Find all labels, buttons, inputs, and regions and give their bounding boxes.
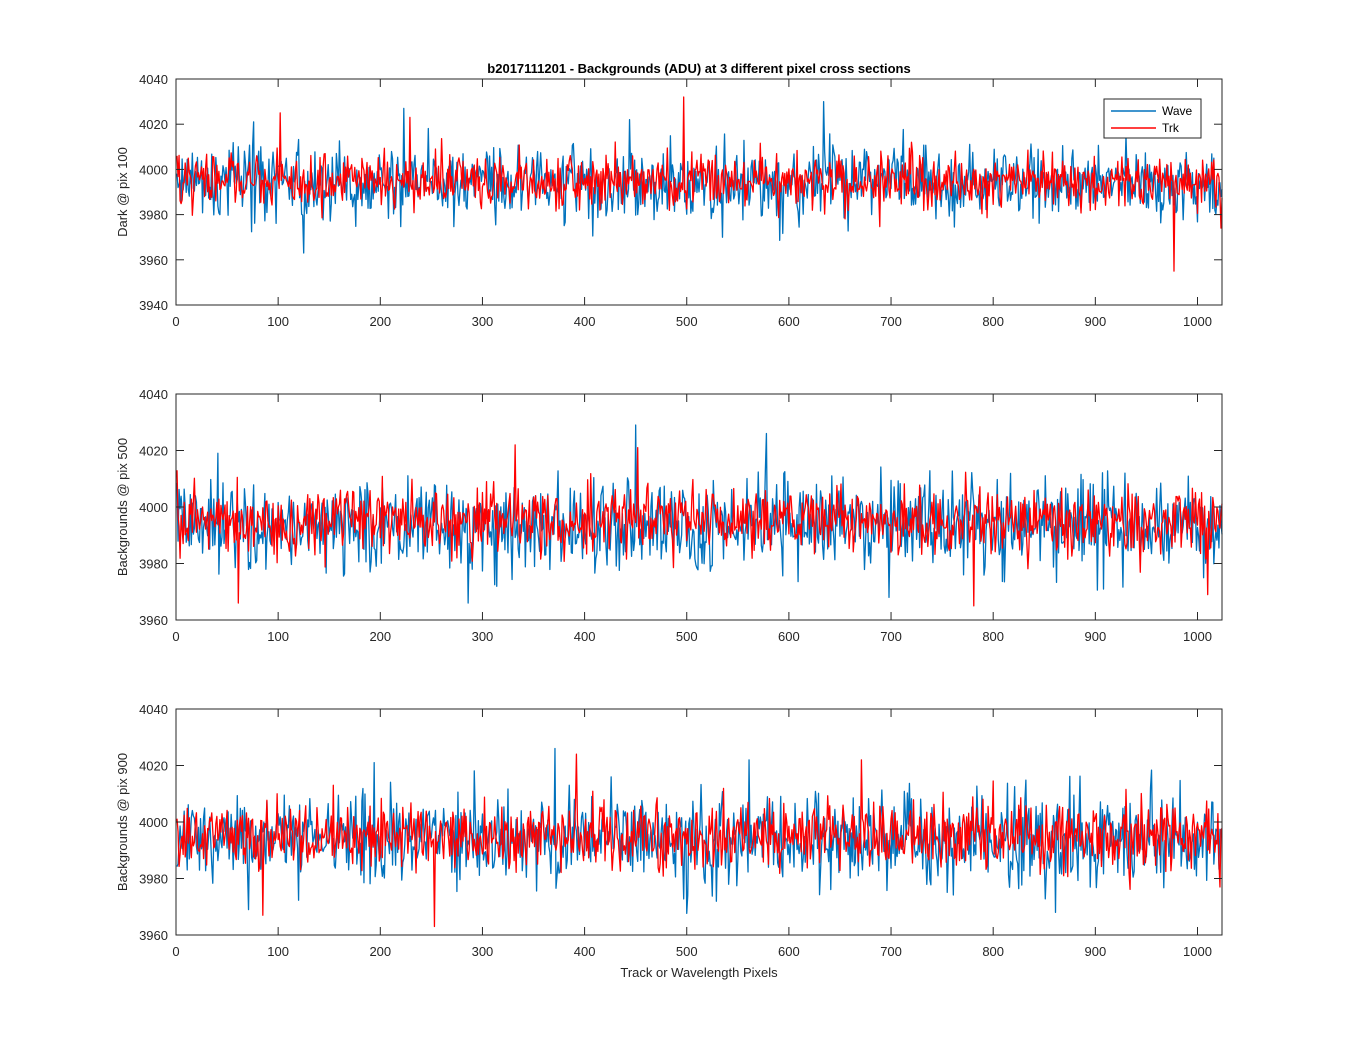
y-tick-label: 4020 — [139, 759, 168, 774]
x-tick-label: 200 — [369, 629, 391, 644]
x-tick-label: 300 — [472, 629, 494, 644]
x-tick-label: 500 — [676, 944, 698, 959]
x-axis-title: Track or Wavelength Pixels — [620, 965, 778, 980]
subplot-1: 0 100 200 300 400 500 600 700 800 900 1000 3940 3960… — [115, 72, 1223, 329]
y-tick-label: 3940 — [139, 298, 168, 313]
x-tick-label: 600 — [778, 314, 800, 329]
y-tick-label: 4040 — [139, 72, 168, 87]
legend-label-trk: Trk — [1162, 121, 1180, 135]
subplot-2: 0 100 200 300 400 500 600 700 800 900 1000 3960 3980… — [115, 387, 1223, 644]
x-tick-label: 900 — [1084, 629, 1106, 644]
subplot-3: 0 100 200 300 400 500 600 700 800 900 1000 3960 3980… — [115, 702, 1223, 959]
x-tick-label: 1000 — [1183, 629, 1212, 644]
y-axis-title: Dark @ pix 100 — [115, 147, 130, 237]
x-tick-label: 400 — [574, 629, 596, 644]
y-tick-label: 3960 — [139, 613, 168, 628]
series-line-trk — [176, 96, 1223, 272]
x-tick-label: 1000 — [1183, 314, 1212, 329]
x-tick-label: 800 — [982, 944, 1004, 959]
series-line-wave — [176, 424, 1223, 604]
x-tick-label: 1000 — [1183, 944, 1212, 959]
x-tick-label: 0 — [172, 944, 179, 959]
legend: Wave Trk — [1103, 98, 1202, 139]
x-tick-label: 800 — [982, 314, 1004, 329]
y-tick-label: 4000 — [139, 815, 168, 830]
x-tick-label: 400 — [574, 944, 596, 959]
x-tick-label: 700 — [880, 314, 902, 329]
y-axis-title: Backgrounds @ pix 500 — [115, 438, 130, 576]
figure-title: b2017111201 - Backgrounds (ADU) at 3 dif… — [487, 61, 910, 76]
y-tick-label: 3960 — [139, 928, 168, 943]
x-tick-label: 100 — [267, 629, 289, 644]
x-tick-label: 500 — [676, 629, 698, 644]
y-tick-label: 4000 — [139, 500, 168, 515]
x-tick-label: 0 — [172, 314, 179, 329]
legend-box — [1103, 98, 1202, 139]
x-tick-label: 700 — [880, 629, 902, 644]
series-line-trk — [176, 753, 1223, 928]
y-tick-label: 4040 — [139, 702, 168, 717]
x-tick-label: 400 — [574, 314, 596, 329]
x-tick-label: 900 — [1084, 944, 1106, 959]
x-tick-label: 200 — [369, 314, 391, 329]
x-tick-label: 0 — [172, 629, 179, 644]
x-tick-label: 700 — [880, 944, 902, 959]
y-tick-label: 4040 — [139, 387, 168, 402]
y-tick-label: 4020 — [139, 444, 168, 459]
x-tick-label: 900 — [1084, 314, 1106, 329]
x-tick-label: 200 — [369, 944, 391, 959]
y-tick-label: 3980 — [139, 557, 168, 572]
x-tick-label: 500 — [676, 314, 698, 329]
axes-box — [175, 78, 1223, 306]
y-tick-label: 4020 — [139, 117, 168, 132]
y-tick-label: 3980 — [139, 208, 168, 223]
x-tick-label: 600 — [778, 944, 800, 959]
x-tick-label: 300 — [472, 314, 494, 329]
x-tick-label: 600 — [778, 629, 800, 644]
legend-label-wave: Wave — [1162, 104, 1193, 118]
y-tick-label: 4000 — [139, 162, 168, 177]
x-tick-label: 300 — [472, 944, 494, 959]
y-axis-title: Backgrounds @ pix 900 — [115, 753, 130, 891]
series-line-trk — [176, 444, 1223, 607]
y-tick-label: 3960 — [139, 253, 168, 268]
x-tick-label: 100 — [267, 944, 289, 959]
x-tick-label: 800 — [982, 629, 1004, 644]
x-tick-label: 100 — [267, 314, 289, 329]
y-tick-label: 3980 — [139, 872, 168, 887]
subplot-stack: 0 100 200 300 400 500 600 700 800 900 100039403960… — [115, 72, 1223, 959]
